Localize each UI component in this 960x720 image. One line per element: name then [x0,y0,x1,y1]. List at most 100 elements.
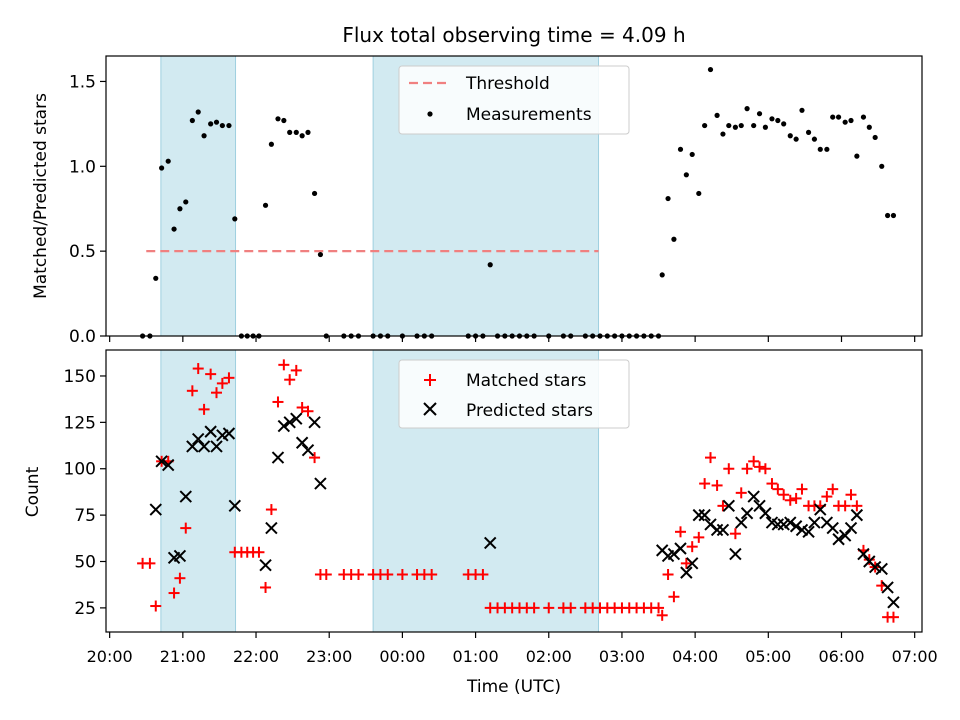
matched-star-point [150,600,162,612]
measurement-point [671,236,677,242]
bottom-y-axis-ticks: 25 50 75 100 125 150 [64,367,106,619]
matched-star-point [686,541,698,553]
shaded-region [160,55,237,337]
predicted-star-point [155,455,168,468]
legend-predicted-label: Predicted stars [466,401,593,421]
measurement-point [177,206,183,212]
matched-star-point [723,463,735,475]
y-tick-label: 0.5 [69,242,96,262]
y-tick-label: 1.0 [69,157,96,177]
matched-star-point [680,557,692,569]
legend-measurements-swatch [427,111,433,117]
measurement-point [293,129,299,135]
matched-star-point [851,500,863,512]
predicted-star-point [740,507,754,520]
matched-star-point [168,587,180,599]
measurement-point [275,116,281,122]
measurement-point [299,133,305,139]
matched-star-point [839,500,851,512]
bottom-panel: 25 50 75 100 125 150 20:00 21:00 22:00 23:00 00:0… [23,349,938,697]
matched-star-point [396,568,408,580]
bottom-legend: Matched stars Predicted stars [398,359,630,429]
measurement-point [262,202,269,208]
measurement-point [153,275,159,281]
measurement-point [219,122,225,129]
measurement-point [872,134,878,141]
matched-star-point [790,492,802,504]
measurement-point [817,146,823,152]
measurement-point [268,141,274,147]
predicted-star-point [698,508,711,522]
measurement-point [171,226,177,232]
matched-star-point [174,572,186,584]
x-tick-label: 04:00 [672,647,718,666]
predicted-star-point [228,499,242,513]
measurement-point [830,114,836,120]
top-y-axis-label: Matched/Predicted stars [31,93,51,299]
y-tick-label: 75 [74,506,96,526]
predicted-star-point [832,533,845,546]
x-tick-label: 07:00 [892,647,938,666]
measurement-point [738,122,744,129]
predicted-star-point [759,507,772,520]
matched-star-point [674,526,686,538]
matched-star-point [796,483,808,495]
measurement-point [714,112,720,118]
measurement-point [744,106,750,112]
predicted-star-point [277,419,291,433]
x-tick-label: 06:00 [818,647,864,666]
x-tick-label: 21:00 [160,647,206,666]
measurement-point [305,129,311,135]
predicted-star-point [857,547,870,561]
matched-star-point [528,602,540,614]
top-x-axis-ticks [109,336,916,342]
legend-matched-swatch [424,374,436,386]
x-tick-label: 20:00 [87,647,133,666]
measurement-point [726,122,732,129]
predicted-star-point [204,425,217,438]
x-tick-label: 02:00 [526,647,572,666]
y-tick-label: 150 [64,367,96,387]
measurement-point [659,272,665,278]
x-tick-label: 01:00 [453,647,499,666]
top-legend: Threshold Measurements [398,65,630,135]
predicted-star-point [186,440,199,453]
measurement-point [885,212,891,219]
matched-star-point [192,363,204,375]
predicted-star-point [881,581,894,594]
matched-star-point [320,568,332,580]
predicted-star-point [814,503,827,516]
y-tick-label: 25 [74,599,96,619]
matched-star-point [144,557,156,569]
matched-star-point [704,452,716,464]
matched-star-point [302,405,314,417]
matched-star-point [186,385,198,397]
matched-star-point [735,487,747,499]
matched-star-point [711,479,723,491]
measurement-point [879,163,885,169]
y-tick-label: 0.0 [69,327,96,347]
matched-star-point [205,368,217,380]
matched-star-point [382,568,394,580]
measurement-point [811,136,818,142]
matched-star-point [754,461,766,473]
measurement-point [201,133,207,139]
bottom-y-axis-label: Count [23,466,43,517]
measurement-point [311,190,318,197]
predicted-star-point [850,508,864,522]
x-tick-label: 00:00 [379,647,425,666]
predicted-star-point [680,566,693,579]
matched-star-point [653,602,665,614]
measurement-point [866,124,872,130]
matched-star-point [223,372,235,384]
measurement-point [781,121,787,127]
legend-measurements-label: Measurements [466,105,592,125]
predicted-star-point [692,508,705,522]
predicted-star-point [301,443,315,457]
matched-star-point [656,609,668,621]
measurement-point [165,158,171,164]
matched-star-point [543,602,555,614]
matched-star-point [260,581,272,593]
predicted-star-point [716,523,730,537]
x-tick-label: 03:00 [599,647,645,666]
